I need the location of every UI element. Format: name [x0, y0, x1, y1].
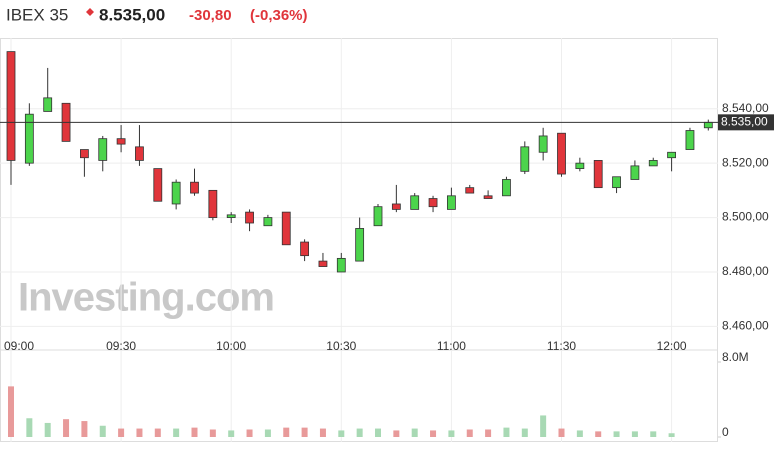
candle-down	[208, 189, 218, 218]
candle-down	[281, 211, 291, 246]
candle-up	[24, 113, 34, 164]
volume-bar	[319, 428, 326, 437]
volume-bar	[448, 430, 455, 437]
candle-down	[483, 195, 493, 199]
volume-bar	[228, 430, 235, 437]
volume-bar	[63, 419, 70, 437]
x-tick-label: 12:00	[657, 339, 687, 353]
volume-bar	[26, 418, 33, 437]
volume-bar	[375, 428, 381, 437]
volume-bar	[173, 428, 180, 437]
volume-bar	[613, 431, 620, 437]
y-tick-label: 8.480,00	[722, 264, 769, 278]
candle-down	[135, 146, 144, 161]
candle-up	[502, 179, 511, 197]
plot-frame	[0, 38, 718, 442]
volume-bar	[8, 386, 14, 437]
change-percent: (-0,36%)	[250, 7, 308, 24]
candle-down	[300, 241, 310, 257]
x-tick-label: 09:30	[106, 339, 136, 353]
candle-down	[557, 132, 566, 175]
x-tick-label: 10:30	[326, 339, 356, 353]
volume-bar	[466, 429, 473, 437]
volume-bar	[338, 430, 345, 437]
candle-up	[98, 138, 108, 161]
volume-bar	[631, 431, 638, 437]
candle-up	[685, 130, 695, 150]
volume-bar	[154, 428, 161, 437]
watermark: Investing.com	[18, 276, 274, 320]
y-tick-label: 8.540,00	[722, 101, 769, 115]
y-tick-label: 8.520,00	[722, 155, 769, 169]
price-label: 8.535,00	[721, 115, 768, 129]
candle-up	[612, 176, 621, 189]
candle-down	[245, 211, 254, 224]
volume-bar	[650, 431, 657, 437]
volume-bar	[209, 429, 216, 437]
y-tick-label: 8.460,00	[722, 319, 769, 333]
candle-down	[465, 187, 475, 194]
volume-tick-label: 0	[722, 425, 729, 439]
chart-title: IBEX 35	[6, 5, 68, 24]
volume-bar	[668, 433, 675, 437]
volume-bar	[81, 421, 88, 437]
x-tick-label: 10:00	[216, 339, 246, 353]
candle-down	[190, 181, 199, 194]
candle-up	[538, 135, 548, 153]
volume-bar	[301, 427, 308, 437]
candle-down	[428, 198, 438, 208]
candle-down	[80, 149, 89, 159]
x-tick-label: 09:00	[4, 339, 34, 353]
candle-up	[171, 181, 181, 205]
candle-up	[263, 217, 273, 227]
candle-up	[667, 151, 676, 159]
candle-up	[355, 228, 365, 262]
volume-bar	[99, 425, 106, 437]
candle-up	[446, 195, 456, 210]
candle-up	[373, 206, 383, 227]
volume-bar	[558, 428, 565, 437]
volume-bar	[246, 429, 253, 437]
candle-down	[391, 203, 401, 210]
candle-up	[43, 97, 53, 112]
volume-bar	[595, 431, 602, 437]
volume-bar	[136, 428, 143, 437]
candle-up	[410, 195, 420, 210]
candle-down	[116, 138, 126, 145]
candle-up	[703, 121, 713, 129]
candle-up	[336, 257, 346, 273]
volume-bar	[118, 428, 125, 437]
volume-bar	[430, 430, 437, 437]
volume-bar	[44, 422, 51, 437]
candle-up	[648, 160, 658, 167]
volume-bar	[411, 428, 418, 437]
candle-down	[318, 260, 328, 267]
volume-bar	[503, 427, 510, 437]
volume-bar	[485, 429, 492, 437]
last-price: 8.535,00	[99, 5, 165, 24]
volume-bar	[283, 427, 290, 437]
price-label-box	[718, 114, 774, 131]
x-tick-label: 11:30	[547, 339, 576, 353]
volume-bar	[540, 415, 547, 437]
volume-bar	[576, 430, 583, 437]
volume-bar	[264, 429, 271, 437]
down-icon	[86, 8, 94, 16]
x-tick-label: 11:00	[437, 339, 466, 353]
candle-down	[593, 160, 603, 189]
volume-bar	[521, 428, 528, 437]
candle-up	[575, 162, 585, 169]
volume-bar	[191, 427, 198, 437]
candle-down	[153, 168, 163, 202]
candle-up	[630, 165, 640, 180]
volume-tick-label: 8.0M	[722, 350, 749, 364]
change: -30,80	[189, 7, 232, 24]
candle-down	[6, 51, 16, 161]
y-tick-label: 8.500,00	[722, 210, 769, 224]
volume-bar	[393, 430, 400, 437]
volume-bar	[356, 428, 363, 437]
candle-up	[226, 214, 236, 218]
candle-up	[520, 146, 530, 172]
